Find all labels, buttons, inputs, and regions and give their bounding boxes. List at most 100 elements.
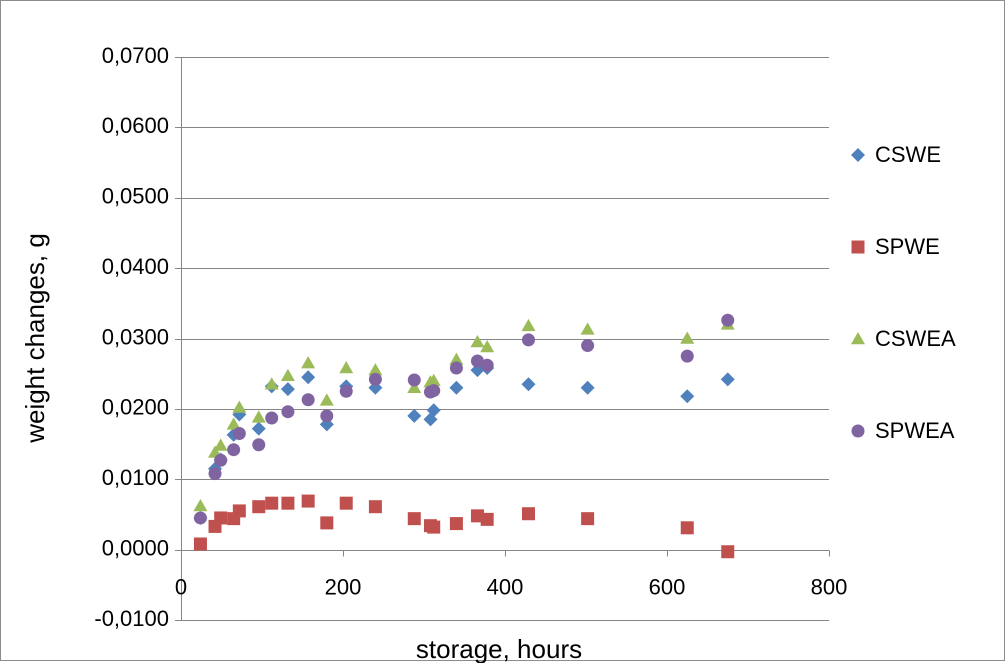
point-spwe bbox=[339, 496, 353, 510]
point-cswea bbox=[213, 438, 228, 451]
y-tick-label: 0,0400 bbox=[102, 254, 169, 279]
point-spwe bbox=[252, 500, 266, 514]
point-spwe bbox=[320, 516, 334, 530]
point-cswe bbox=[680, 389, 695, 404]
point-spwea bbox=[521, 333, 535, 347]
point-spwea bbox=[281, 405, 295, 419]
legend-label-spwe: SPWE bbox=[875, 234, 940, 259]
point-spwea bbox=[320, 409, 334, 423]
point-cswea bbox=[470, 335, 485, 348]
legend-marker-cswe bbox=[851, 148, 865, 162]
point-cswe bbox=[449, 380, 464, 395]
series-spwe bbox=[193, 494, 735, 559]
point-spwe bbox=[480, 512, 494, 526]
y-tick-label: -0,0100 bbox=[94, 606, 169, 631]
point-cswea bbox=[251, 410, 266, 423]
point-cswea bbox=[226, 417, 241, 430]
x-tick-labels: 0 200 400 600 800 bbox=[175, 575, 847, 600]
x-tick-label: 0 bbox=[175, 575, 187, 600]
point-spwea bbox=[339, 384, 353, 398]
point-spwea bbox=[680, 349, 694, 363]
y-tick-labels: -0,0100 0,0000 0,0100 0,0200 0,0300 0,0400 0,0… bbox=[94, 43, 169, 631]
series-spwea bbox=[193, 313, 735, 525]
point-spwea bbox=[470, 354, 484, 368]
point-spwe bbox=[449, 517, 463, 531]
point-spwe bbox=[214, 511, 228, 525]
point-spwe bbox=[427, 520, 441, 534]
point-spwea bbox=[208, 467, 222, 481]
point-cswea bbox=[339, 361, 354, 374]
point-spwea bbox=[227, 443, 241, 457]
point-cswea bbox=[301, 356, 316, 369]
point-spwea bbox=[301, 393, 315, 407]
x-tick-label: 400 bbox=[487, 575, 524, 600]
y-tick-label: 0,0100 bbox=[102, 465, 169, 490]
point-cswe bbox=[720, 372, 735, 387]
point-spwe bbox=[281, 496, 295, 510]
legend-marker-spwea bbox=[851, 424, 865, 438]
point-spwe bbox=[368, 500, 382, 514]
legend-label-cswe: CSWE bbox=[875, 142, 941, 167]
x-tick-label: 200 bbox=[325, 575, 362, 600]
legend-label-cswea: CSWEA bbox=[875, 326, 956, 351]
point-spwea bbox=[193, 511, 207, 525]
y-tick-label: 0,0300 bbox=[102, 324, 169, 349]
point-cswe bbox=[580, 380, 595, 395]
point-cswea bbox=[264, 377, 279, 390]
point-spwe bbox=[301, 494, 315, 508]
point-cswea bbox=[232, 400, 247, 413]
point-cswe bbox=[301, 370, 316, 385]
point-cswea bbox=[449, 352, 464, 365]
legend: CSWE SPWE CSWEA SPWEA bbox=[851, 142, 956, 443]
point-cswe bbox=[407, 408, 422, 423]
point-spwea bbox=[232, 427, 246, 441]
point-spwea bbox=[214, 453, 228, 467]
legend-marker-cswea bbox=[851, 332, 865, 345]
point-cswea bbox=[521, 318, 536, 332]
point-cswea bbox=[280, 368, 295, 382]
point-cswea bbox=[580, 322, 595, 335]
y-tick-label: 0,0000 bbox=[102, 535, 169, 560]
legend-label-spwea: SPWEA bbox=[875, 418, 955, 443]
point-spwea bbox=[449, 361, 463, 375]
y-tick-label: 0,0200 bbox=[102, 395, 169, 420]
axes bbox=[175, 57, 830, 621]
point-spwe bbox=[265, 496, 279, 510]
y-tick-label: 0,0700 bbox=[102, 43, 169, 68]
point-cswe bbox=[251, 421, 266, 436]
y-tick-label: 0,0500 bbox=[102, 184, 169, 209]
point-spwe bbox=[680, 521, 694, 535]
point-spwea bbox=[581, 339, 595, 353]
point-spwea bbox=[252, 438, 266, 452]
point-cswea bbox=[480, 339, 495, 353]
point-cswea bbox=[407, 380, 422, 394]
point-cswea bbox=[368, 363, 383, 376]
point-spwe bbox=[232, 504, 246, 518]
point-spwea bbox=[427, 384, 441, 398]
point-cswea bbox=[426, 373, 441, 386]
point-spwea bbox=[407, 373, 421, 387]
point-cswea bbox=[193, 498, 208, 512]
point-spwe bbox=[581, 512, 595, 526]
point-cswea bbox=[680, 331, 695, 344]
point-spwea bbox=[480, 358, 494, 372]
data-points bbox=[193, 313, 735, 559]
point-cswe bbox=[521, 377, 536, 392]
point-spwe bbox=[407, 512, 421, 526]
point-cswe bbox=[426, 403, 441, 418]
x-tick-label: 800 bbox=[811, 575, 848, 600]
x-axis-title: storage, hours bbox=[416, 634, 582, 663]
legend-marker-spwe bbox=[851, 240, 865, 254]
point-spwe bbox=[193, 537, 207, 551]
point-cswe bbox=[280, 382, 295, 397]
point-spwea bbox=[265, 411, 279, 425]
x-tick-label: 600 bbox=[649, 575, 686, 600]
point-spwea bbox=[721, 313, 735, 327]
point-spwe bbox=[721, 545, 735, 559]
point-spwe bbox=[521, 507, 535, 521]
y-tick-label: 0,0600 bbox=[102, 113, 169, 138]
y-axis-title: weight changes, g bbox=[20, 233, 50, 444]
gridlines bbox=[181, 57, 829, 621]
point-spwea bbox=[368, 372, 382, 386]
